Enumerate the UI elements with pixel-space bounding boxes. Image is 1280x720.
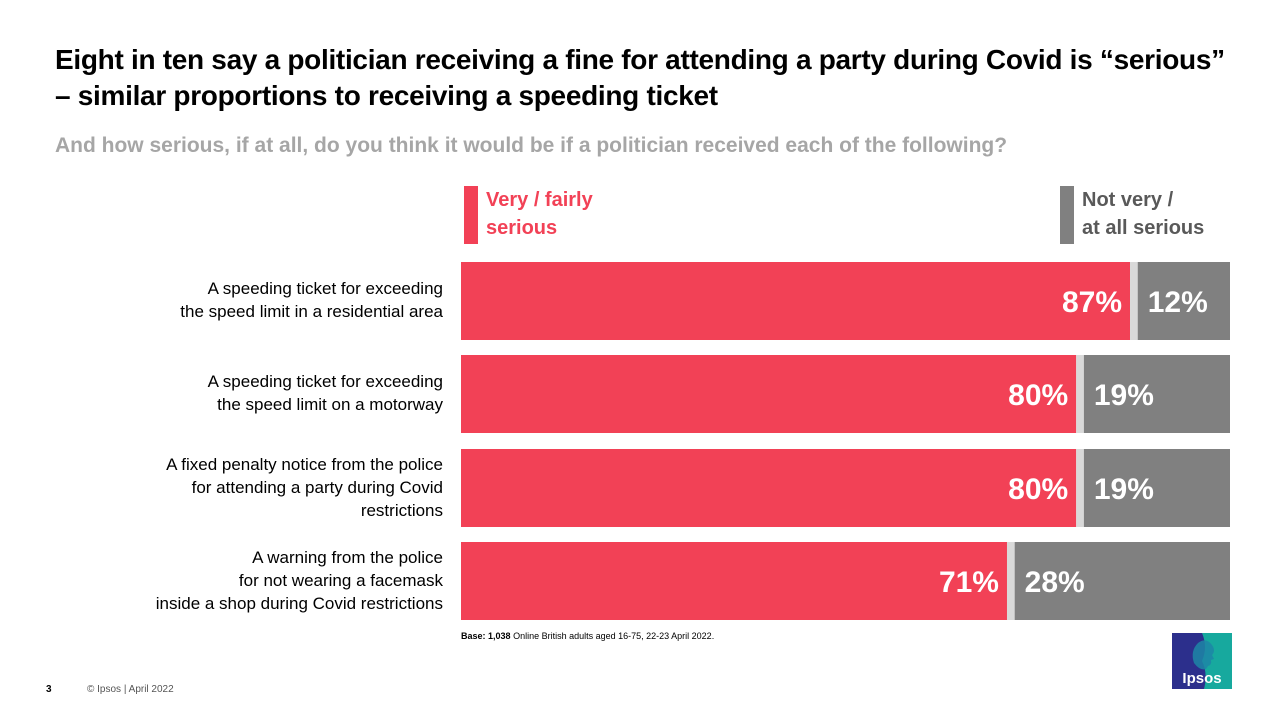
data-label: 80%: [1008, 379, 1068, 412]
bar-serious: [461, 262, 1131, 340]
base-text: Online British adults aged 16-75, 22-23 …: [510, 631, 715, 641]
chart-title: Eight in ten say a politician receiving …: [55, 44, 1225, 111]
legend-item-not-serious: Not very / at all serious: [1060, 186, 1204, 244]
base-count: 1,038: [488, 631, 511, 641]
base-label: Base:: [461, 631, 486, 641]
bar-serious: [461, 449, 1077, 527]
chart-subtitle: And how serious, if at all, do you think…: [55, 134, 1008, 157]
page-number: 3: [46, 684, 52, 695]
legend-swatch-serious: [464, 186, 478, 244]
bar-not-serious: [1083, 449, 1230, 527]
legend-swatch-not-serious: [1060, 186, 1074, 244]
data-label: 71%: [939, 566, 999, 599]
ipsos-logo-icon: Ipsos: [1172, 633, 1232, 689]
bar-not-serious: [1014, 542, 1230, 620]
base-footnote: Base: 1,038 Online British adults aged 1…: [461, 631, 714, 641]
bar-dont-know: [1006, 542, 1015, 620]
category-label: A fixed penalty notice from the police f…: [166, 455, 443, 520]
bar-dont-know: [1076, 449, 1084, 527]
category-label: A warning from the police for not wearin…: [155, 548, 443, 613]
bar-dont-know: [1130, 262, 1138, 340]
copyright: © Ipsos | April 2022: [87, 684, 174, 695]
data-label: 12%: [1148, 286, 1208, 319]
data-label: 19%: [1094, 473, 1154, 506]
category-label: A speeding ticket for exceeding the spee…: [180, 279, 443, 321]
bar-not-serious: [1083, 355, 1230, 433]
category-label: A speeding ticket for exceeding the spee…: [207, 372, 443, 414]
bar-serious: [461, 542, 1007, 620]
data-label: 87%: [1062, 286, 1122, 319]
bar-not-serious: [1137, 262, 1230, 340]
bar-dont-know: [1076, 355, 1084, 433]
logo-text: Ipsos: [1182, 670, 1221, 687]
legend-label-not-serious: Not very / at all serious: [1082, 189, 1205, 239]
data-label: 19%: [1094, 379, 1154, 412]
data-label: 28%: [1025, 566, 1085, 599]
bar-serious: [461, 355, 1077, 433]
data-label: 80%: [1008, 473, 1068, 506]
legend-label-serious: Very / fairly serious: [486, 189, 593, 239]
legend-item-serious: Very / fairly serious: [464, 186, 593, 244]
